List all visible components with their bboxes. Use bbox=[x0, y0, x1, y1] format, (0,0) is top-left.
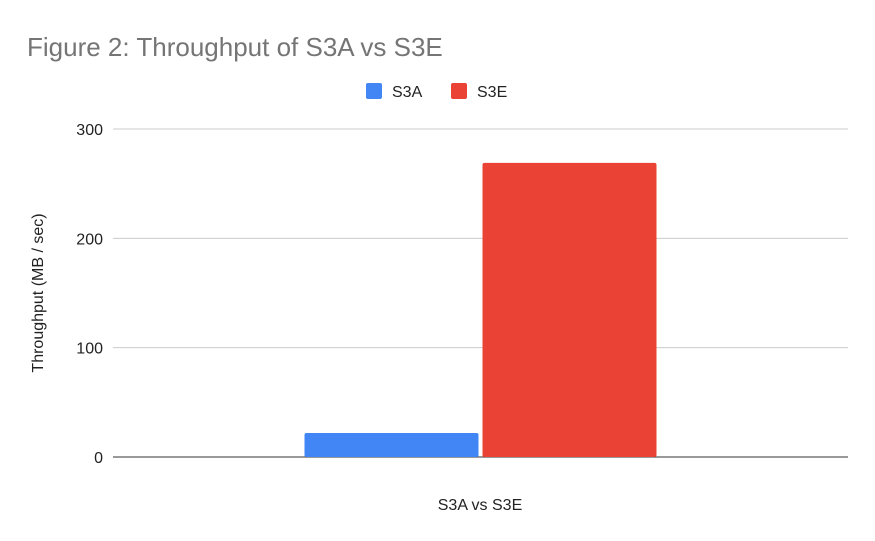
y-tick-label-100: 100 bbox=[76, 341, 103, 358]
legend-label-s3e: S3E bbox=[477, 84, 507, 101]
bar-s3e bbox=[482, 162, 657, 458]
y-axis-label: Throughput (MB / sec) bbox=[30, 213, 47, 372]
y-tick-label-300: 300 bbox=[76, 122, 103, 139]
legend-label-s3a: S3A bbox=[392, 84, 423, 101]
legend-swatch-s3a bbox=[366, 83, 382, 99]
gridlines bbox=[113, 128, 848, 458]
y-tick-label-0: 0 bbox=[94, 450, 103, 467]
legend-swatch-s3e bbox=[451, 83, 467, 99]
bar-s3a bbox=[304, 432, 479, 457]
bars bbox=[304, 162, 657, 458]
x-axis-label: S3A vs S3E bbox=[438, 497, 523, 514]
y-tick-label-200: 200 bbox=[76, 231, 103, 248]
chart-title: Figure 2: Throughput of S3A vs S3E bbox=[27, 32, 443, 62]
legend: S3A S3E bbox=[366, 83, 507, 101]
y-tick-labels: 0 100 200 300 bbox=[76, 122, 103, 467]
